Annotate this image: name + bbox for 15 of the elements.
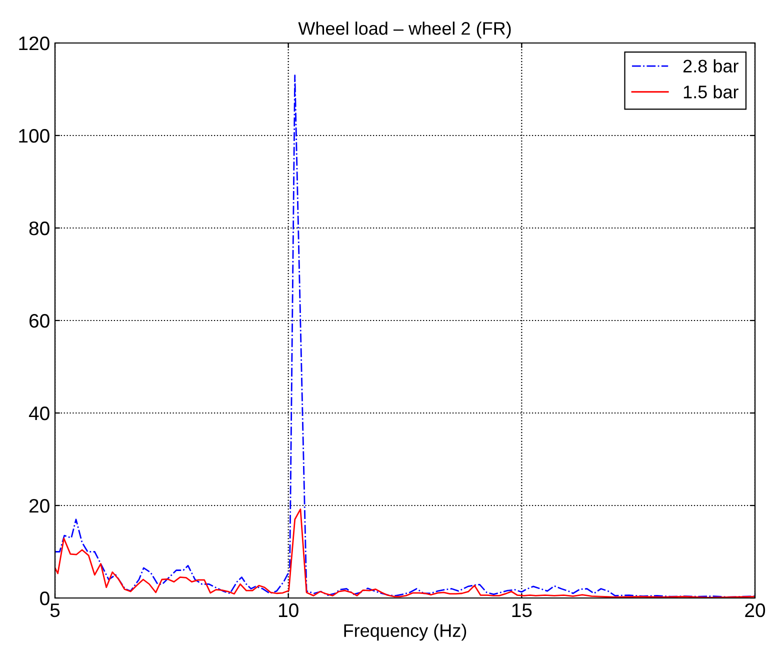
y-tick-label: 100 [19,128,50,143]
x-tick-label: 5 [50,604,60,618]
legend-label: 1.5 bar [684,85,738,98]
chart-title: Wheel load – wheel 2 (FR) [298,22,511,38]
y-tick-label: 80 [29,221,50,236]
x-tick-label: 10 [279,603,298,618]
legend-label: 2.8 bar [683,59,738,73]
y-tick-label: 60 [30,314,50,328]
y-tick-label: 0 [40,591,50,606]
x-axis-title: Frequency (Hz) [344,624,466,641]
y-tick-label: 120 [19,36,50,50]
x-tick-label: 20 [745,603,766,618]
y-tick-label: 40 [28,406,50,420]
x-tick-label: 15 [512,604,532,618]
y-tick-label: 20 [29,498,50,513]
